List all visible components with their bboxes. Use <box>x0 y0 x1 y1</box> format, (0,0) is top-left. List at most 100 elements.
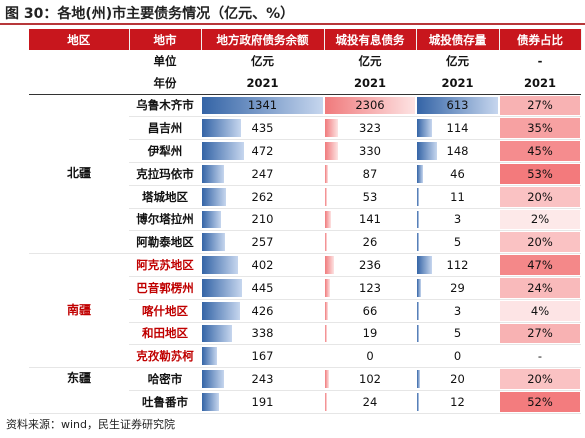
cit-debt-cell: 66 <box>324 299 416 323</box>
table-row: 巴音郭楞州 445 123 29 24% <box>29 276 581 300</box>
cit-debt-cell: 24 <box>324 390 416 414</box>
gov-debt-bar <box>202 301 241 320</box>
cit-debt-value: 102 <box>359 372 381 387</box>
table-row: 喀什地区 426 66 3 4% <box>29 299 581 323</box>
bond-stock-bar <box>417 256 432 274</box>
city-cell: 昌吉州 <box>129 116 201 141</box>
city-cell: 博尔塔拉州 <box>129 208 201 232</box>
bond-stock-cell: 5 <box>416 230 499 255</box>
bond-ratio-cell: 45% <box>499 139 581 163</box>
bond-ratio-value: 27% <box>527 98 553 113</box>
region-label: 北疆 <box>66 165 91 180</box>
header-cell: 城投有息债务 <box>324 29 417 50</box>
region-label: 南疆 <box>66 302 91 317</box>
title-rule <box>0 23 585 25</box>
cit-debt-bar <box>325 142 338 160</box>
cit-debt-bar <box>325 187 328 206</box>
bond-stock-value: 613 <box>446 98 469 113</box>
header-cell: 地市 <box>129 29 202 50</box>
bond-stock-bar <box>417 233 419 252</box>
cit-debt-cell: 330 <box>324 139 416 163</box>
gov-debt-cell: 191 <box>201 390 324 414</box>
gov-debt-cell: 247 <box>201 162 324 186</box>
gov-debt-value: 210 <box>251 212 274 227</box>
cit-debt-bar <box>325 278 330 297</box>
cit-debt-bar <box>325 164 329 183</box>
city-cell: 阿克苏地区 <box>129 253 201 277</box>
year-cell: 2021 <box>416 71 499 95</box>
gov-debt-bar <box>202 370 224 388</box>
gov-debt-cell: 402 <box>201 253 324 277</box>
bond-ratio-shade <box>500 323 580 344</box>
header-cell: 城投债存量 <box>416 29 500 50</box>
cit-debt-cell: 141 <box>324 208 416 232</box>
bond-ratio-shade <box>500 232 580 253</box>
bond-ratio-value: 4% <box>530 303 550 318</box>
bond-stock-value: 20 <box>450 372 465 387</box>
header-row: 地区 地市 地方政府债务余额 城投有息债务 城投债存量 债券占比 <box>29 29 582 50</box>
bond-ratio-value: 24% <box>527 280 553 295</box>
city-cell: 阿勒泰地区 <box>129 230 201 255</box>
gov-debt-cell: 338 <box>201 322 324 346</box>
table-row: 博尔塔拉州 210 141 3 2% <box>29 208 581 232</box>
city-cell: 和田地区 <box>129 322 201 346</box>
gov-debt-bar <box>202 392 220 411</box>
bond-ratio-shade <box>500 95 580 116</box>
bond-stock-bar <box>417 278 421 297</box>
gov-debt-bar <box>202 119 242 138</box>
bond-stock-bar <box>417 187 419 206</box>
bond-stock-cell: 3 <box>416 208 499 232</box>
cit-debt-value: 87 <box>362 166 378 181</box>
gov-debt-cell: 167 <box>201 344 324 369</box>
bond-ratio-shade <box>500 141 580 161</box>
cit-debt-value: 53 <box>362 189 378 204</box>
cit-debt-value: 323 <box>359 121 381 136</box>
bond-stock-value: 5 <box>453 326 462 341</box>
bond-ratio-value: 45% <box>527 144 553 159</box>
cit-debt-cell: 0 <box>324 344 416 369</box>
bond-ratio-cell: 24% <box>499 276 581 300</box>
bond-stock-cell: 5 <box>416 322 499 346</box>
bond-ratio-cell: - <box>499 344 581 369</box>
bond-stock-cell: 112 <box>416 253 499 277</box>
bond-stock-cell: 11 <box>416 185 499 209</box>
unit-cell: 亿元 <box>446 53 469 68</box>
year-cell: 2021 <box>324 71 416 95</box>
year-cell <box>29 71 129 95</box>
gov-debt-value: 435 <box>251 121 274 136</box>
cit-debt-value: 236 <box>359 258 381 273</box>
bond-stock-value: 5 <box>453 235 462 250</box>
table-row: 和田地区 338 19 5 27% <box>29 322 581 346</box>
city-cell: 塔城地区 <box>129 185 201 209</box>
cit-debt-bar <box>325 210 331 229</box>
cit-debt-cell: 87 <box>324 162 416 186</box>
table-row: 东疆 哈密市 243 102 20 20% <box>29 367 581 414</box>
city-cell: 哈密市 <box>129 367 201 391</box>
city-cell: 吐鲁番市 <box>129 390 201 414</box>
year-row: 年份 2021 2021 2021 2021 <box>29 71 581 95</box>
bond-stock-cell: 613 <box>416 94 499 118</box>
city-cell: 喀什地区 <box>129 299 201 323</box>
gov-debt-value: 1341 <box>247 98 278 113</box>
gov-debt-bar <box>202 233 226 252</box>
unit-cell: 亿元 <box>251 53 274 68</box>
bond-stock-bar <box>417 164 424 183</box>
cit-debt-bar <box>325 256 335 274</box>
bond-ratio-cell: 35% <box>499 116 581 141</box>
cit-debt-bar <box>325 96 416 115</box>
bond-stock-cell: 0 <box>416 344 499 369</box>
bond-stock-bar <box>417 324 419 343</box>
unit-cell <box>29 50 129 72</box>
cit-debt-value: 24 <box>362 394 378 409</box>
bond-ratio-cell: 4% <box>499 299 581 323</box>
bond-ratio-shade <box>500 391 580 412</box>
cit-debt-cell: 236 <box>324 253 416 277</box>
bond-ratio-shade <box>500 118 580 139</box>
bond-stock-bar <box>417 210 419 229</box>
bond-stock-bar <box>417 370 420 388</box>
gov-debt-cell: 472 <box>201 139 324 163</box>
cit-debt-value: 66 <box>362 303 378 318</box>
bond-ratio-cell: 27% <box>499 322 581 346</box>
gov-debt-cell: 1341 <box>201 94 324 118</box>
gov-debt-bar <box>202 164 225 183</box>
